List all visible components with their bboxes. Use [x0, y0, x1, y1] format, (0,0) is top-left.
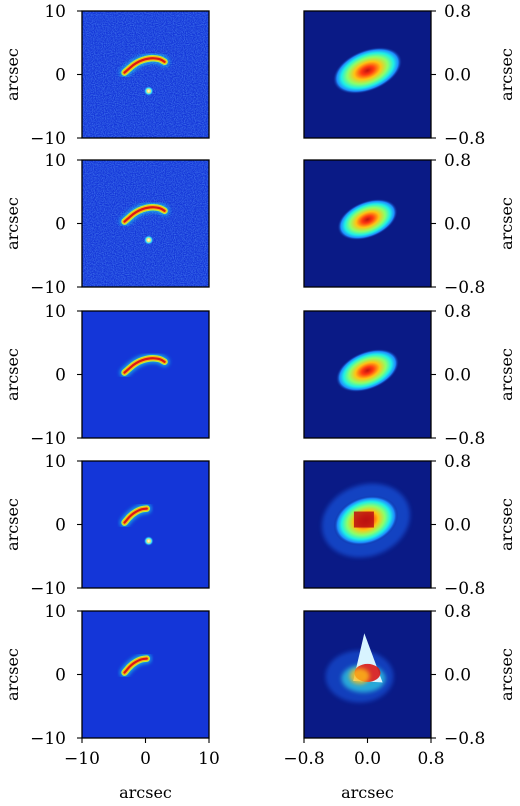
axis-labels: 10 0 −10 0.8 0.0 −0.8 arcsec arcsec 10 0 −10 0.8 0.0…: [3, 2, 516, 802]
left-y-tick-label: 0: [55, 215, 66, 235]
left-x-tick-label: 10: [198, 749, 220, 769]
left-y-tick-label: 0: [55, 366, 66, 386]
right-x-tick-label: 0.0: [354, 749, 381, 769]
source-emission: [337, 198, 398, 241]
right-y-tick-label: 0.8: [444, 151, 471, 171]
right-y-tick-label: 0.0: [444, 666, 471, 686]
panel-background: [82, 611, 209, 738]
right-ylabel: arcsec: [497, 48, 516, 101]
left-y-tick-label: −10: [30, 429, 66, 449]
right-y-tick-label: 0.0: [444, 516, 471, 536]
ticks: [77, 460, 82, 589]
right-y-tick-label: 0.8: [444, 2, 471, 22]
counter-image: [143, 536, 154, 547]
right-xlabel: arcsec: [341, 783, 394, 802]
left-y-tick-label: 0: [55, 66, 66, 86]
right-x-tick-label: 0.8: [417, 749, 444, 769]
ticks: [77, 10, 82, 139]
left-y-tick-label: 10: [44, 151, 66, 171]
left-y-tick-label: 0: [55, 666, 66, 686]
panel-background: [82, 461, 209, 588]
panel-background: [82, 311, 209, 438]
left-y-tick-label: 0: [55, 516, 66, 536]
source-core: [353, 511, 374, 528]
right-panel-1: [303, 10, 436, 139]
right-y-tick-label: 0.8: [444, 602, 471, 622]
right-y-tick-label: 0.0: [444, 215, 471, 235]
right-panel-2: [303, 159, 436, 288]
ticks: [77, 610, 210, 743]
left-x-tick-label: −10: [64, 749, 100, 769]
right-y-tick-label: −0.8: [444, 579, 485, 599]
left-y-tick-label: 10: [44, 302, 66, 322]
right-ylabel: arcsec: [497, 197, 516, 250]
left-y-tick-label: 10: [44, 452, 66, 472]
left-panel-1: [77, 10, 210, 139]
right-y-tick-label: 0.8: [444, 302, 471, 322]
noise-texture: [82, 160, 209, 287]
right-y-tick-label: 0.0: [444, 366, 471, 386]
right-y-tick-label: −0.8: [444, 429, 485, 449]
left-panel-3: [77, 310, 210, 439]
left-ylabel: arcsec: [3, 498, 22, 551]
ticks: [431, 159, 436, 288]
lensed-arc: [120, 202, 170, 227]
ticks: [431, 460, 436, 589]
panel-grid: [77, 10, 436, 743]
left-panel-5: [77, 610, 210, 743]
left-ylabel: arcsec: [3, 197, 22, 250]
noise-texture: [82, 11, 209, 138]
left-ylabel: arcsec: [3, 648, 22, 701]
ticks: [431, 10, 436, 139]
left-ylabel: arcsec: [3, 348, 22, 401]
left-x-tick-label: 0: [140, 749, 151, 769]
right-ylabel: arcsec: [497, 348, 516, 401]
left-panel-4: [77, 460, 210, 589]
right-panel-3: [303, 310, 436, 439]
right-panel-4: [303, 460, 436, 589]
left-y-tick-label: −10: [30, 278, 66, 298]
counter-image: [143, 86, 154, 97]
ticks: [77, 159, 82, 288]
left-xlabel: arcsec: [119, 783, 172, 802]
right-panel-5: [303, 610, 436, 743]
right-y-tick-label: −0.8: [444, 729, 485, 749]
right-ylabel: arcsec: [497, 648, 516, 701]
lensed-arc: [120, 504, 152, 528]
right-y-tick-label: 0.0: [444, 66, 471, 86]
right-x-tick-label: −0.8: [283, 749, 324, 769]
lensed-arc: [120, 654, 152, 678]
right-ylabel: arcsec: [497, 498, 516, 551]
lensed-arc: [120, 353, 170, 378]
counter-image: [143, 235, 154, 246]
right-y-tick-label: −0.8: [444, 129, 485, 149]
ticks: [431, 310, 436, 439]
right-y-tick-label: −0.8: [444, 278, 485, 298]
left-y-tick-label: −10: [30, 129, 66, 149]
source-emission: [335, 348, 400, 393]
lensed-arc: [120, 53, 170, 78]
right-y-tick-label: 0.8: [444, 452, 471, 472]
left-y-tick-label: 10: [44, 2, 66, 22]
left-y-tick-label: −10: [30, 729, 66, 749]
left-ylabel: arcsec: [3, 48, 22, 101]
left-y-tick-label: −10: [30, 579, 66, 599]
ticks: [303, 610, 436, 743]
left-panel-2: [77, 159, 210, 288]
left-y-tick-label: 10: [44, 602, 66, 622]
ticks: [77, 310, 82, 439]
source-emission: [332, 47, 403, 95]
